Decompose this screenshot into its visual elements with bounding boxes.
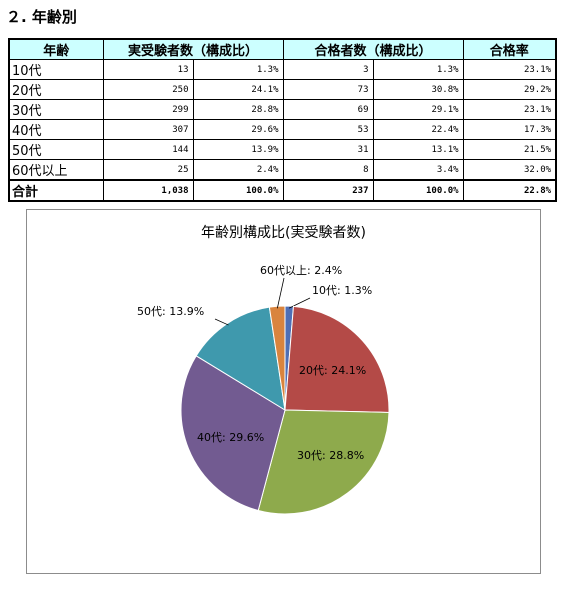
leader-line-0 <box>288 297 311 309</box>
table-row: 10代 13 1.3% 3 1.3% 23.1% <box>8 59 557 80</box>
passers-cell: 73 <box>282 79 374 100</box>
total-passers-cell: 237 <box>282 179 374 202</box>
examinees-cell: 144 <box>102 139 194 160</box>
header-passers: 合格者数（構成比） <box>282 38 464 60</box>
total-examinees-cell: 1,038 <box>102 179 194 202</box>
pass-rate-cell: 21.5% <box>462 139 557 160</box>
slice-label-2: 30代: 28.8% <box>297 449 364 462</box>
slice-label-0: 10代: 1.3% <box>312 284 372 297</box>
pass-rate-cell: 32.0% <box>462 159 557 181</box>
passers-cell: 31 <box>282 139 374 160</box>
pie-slice-5 <box>268 305 286 411</box>
pass-rate-cell: 23.1% <box>462 99 557 120</box>
table-row: 50代 144 13.9% 31 13.1% 21.5% <box>8 139 557 160</box>
age-cell: 50代 <box>8 139 104 160</box>
passers-ratio-cell: 13.1% <box>372 139 464 160</box>
passers-ratio-cell: 29.1% <box>372 99 464 120</box>
leader-line-4 <box>214 318 229 326</box>
age-cell: 20代 <box>8 79 104 100</box>
table-row: 30代 299 28.8% 69 29.1% 23.1% <box>8 99 557 120</box>
age-cell: 60代以上 <box>8 159 104 181</box>
header-examinees: 実受験者数（構成比） <box>102 38 284 60</box>
total-label-cell: 合計 <box>8 179 104 202</box>
section-title: ２. 年齢別 <box>6 8 77 26</box>
passers-ratio-cell: 1.3% <box>372 59 464 80</box>
table-row: 20代 250 24.1% 73 30.8% 29.2% <box>8 79 557 100</box>
passers-ratio-cell: 22.4% <box>372 119 464 140</box>
slice-label-4: 50代: 13.9% <box>137 305 204 318</box>
examinees-ratio-cell: 2.4% <box>192 159 284 181</box>
table-total-row: 合計 1,038 100.0% 237 100.0% 22.8% <box>8 179 557 202</box>
examinees-ratio-cell: 1.3% <box>192 59 284 80</box>
age-cell: 10代 <box>8 59 104 80</box>
age-cell: 30代 <box>8 99 104 120</box>
passers-ratio-cell: 3.4% <box>372 159 464 181</box>
pie-chart: 10代: 1.3% 20代: 24.1% 30代: 28.8% 40代: 29.6% 5… <box>137 264 390 515</box>
pie-slice-2 <box>257 409 390 515</box>
header-age: 年齢 <box>8 38 104 60</box>
total-pass-rate-cell: 22.8% <box>462 179 557 202</box>
pie-slice-1 <box>284 305 390 413</box>
pass-rate-cell: 23.1% <box>462 59 557 80</box>
examinees-cell: 13 <box>102 59 194 80</box>
slice-label-5: 60代以上: 2.4% <box>260 264 342 277</box>
table-row: 60代以上 25 2.4% 8 3.4% 32.0% <box>8 159 557 181</box>
total-examinees-ratio-cell: 100.0% <box>192 179 284 202</box>
age-stats-table: 年齢 実受験者数（構成比） 合格者数（構成比） 合格率 10代 13 1.3% … <box>8 38 558 202</box>
slice-label-1: 20代: 24.1% <box>299 364 366 377</box>
total-passers-ratio-cell: 100.0% <box>372 179 464 202</box>
examinees-cell: 299 <box>102 99 194 120</box>
pass-rate-cell: 29.2% <box>462 79 557 100</box>
examinees-ratio-cell: 13.9% <box>192 139 284 160</box>
pie-slice-4 <box>195 306 286 411</box>
examinees-cell: 25 <box>102 159 194 181</box>
passers-cell: 69 <box>282 99 374 120</box>
passers-cell: 53 <box>282 119 374 140</box>
examinees-ratio-cell: 28.8% <box>192 99 284 120</box>
passers-ratio-cell: 30.8% <box>372 79 464 100</box>
header-pass-rate: 合格率 <box>462 38 557 60</box>
examinees-cell: 250 <box>102 79 194 100</box>
pass-rate-cell: 17.3% <box>462 119 557 140</box>
examinees-cell: 307 <box>102 119 194 140</box>
examinees-ratio-cell: 29.6% <box>192 119 284 140</box>
examinees-ratio-cell: 24.1% <box>192 79 284 100</box>
slice-label-3: 40代: 29.6% <box>197 431 264 444</box>
passers-cell: 3 <box>282 59 374 80</box>
chart-title: 年齢別構成比(実受験者数) <box>201 225 366 241</box>
age-cell: 40代 <box>8 119 104 140</box>
table-header-row: 年齢 実受験者数（構成比） 合格者数（構成比） 合格率 <box>8 38 557 60</box>
leader-line-5 <box>276 277 285 309</box>
passers-cell: 8 <box>282 159 374 181</box>
pie-chart-frame: 年齢別構成比(実受験者数) 10代: 1.3% 20代: 24.1% 30代: 28… <box>26 209 541 574</box>
table-row: 40代 307 29.6% 53 22.4% 17.3% <box>8 119 557 140</box>
